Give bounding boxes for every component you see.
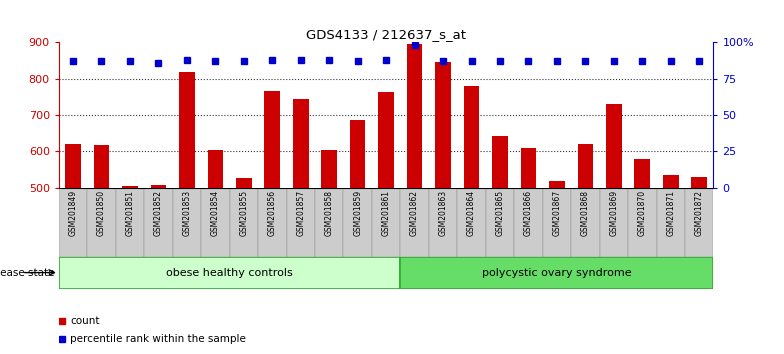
Text: GSM201870: GSM201870	[637, 190, 647, 236]
Text: GSM201872: GSM201872	[695, 190, 704, 236]
Bar	[429, 188, 457, 257]
Bar	[59, 257, 401, 289]
Text: GSM201864: GSM201864	[467, 190, 476, 236]
Bar	[571, 188, 600, 257]
Title: GDS4133 / 212637_s_at: GDS4133 / 212637_s_at	[306, 28, 466, 41]
Bar	[179, 72, 194, 188]
Text: GSM201852: GSM201852	[154, 190, 163, 236]
Text: GSM201861: GSM201861	[382, 190, 390, 236]
Bar	[486, 188, 514, 257]
Text: GSM201850: GSM201850	[97, 190, 106, 236]
Bar	[691, 177, 707, 188]
Bar	[151, 185, 166, 188]
Bar	[379, 92, 394, 188]
Bar	[628, 188, 656, 257]
Text: obese healthy controls: obese healthy controls	[166, 268, 293, 278]
Bar	[463, 86, 479, 188]
Bar	[208, 150, 223, 188]
Bar	[65, 144, 81, 188]
Bar	[93, 145, 109, 188]
Bar	[286, 188, 315, 257]
Bar	[543, 188, 571, 257]
Bar	[656, 188, 685, 257]
Bar	[663, 175, 679, 188]
Bar	[230, 188, 258, 257]
Text: polycystic ovary syndrome: polycystic ovary syndrome	[482, 268, 632, 278]
Bar	[59, 188, 87, 257]
Bar	[293, 99, 309, 188]
Bar	[343, 188, 372, 257]
Bar	[321, 149, 337, 188]
Text: GSM201849: GSM201849	[68, 190, 78, 236]
Bar	[236, 178, 252, 188]
Bar	[521, 148, 536, 188]
Text: GSM201853: GSM201853	[183, 190, 191, 236]
Bar	[407, 44, 423, 188]
Text: GSM201862: GSM201862	[410, 190, 419, 236]
Text: GSM201858: GSM201858	[325, 190, 334, 236]
Text: GSM201871: GSM201871	[666, 190, 675, 236]
Text: GSM201868: GSM201868	[581, 190, 590, 236]
Text: GSM201867: GSM201867	[553, 190, 561, 236]
Bar	[264, 91, 280, 188]
Text: GSM201865: GSM201865	[495, 190, 504, 236]
Text: count: count	[71, 316, 100, 326]
Bar	[87, 188, 116, 257]
Bar	[435, 62, 451, 188]
Bar	[116, 188, 144, 257]
Bar	[492, 136, 508, 188]
Text: GSM201854: GSM201854	[211, 190, 220, 236]
Text: GSM201856: GSM201856	[268, 190, 277, 236]
Bar	[457, 188, 486, 257]
Text: GSM201855: GSM201855	[239, 190, 249, 236]
Bar	[685, 188, 713, 257]
Text: disease state: disease state	[0, 268, 55, 278]
Bar	[350, 120, 365, 188]
Text: GSM201851: GSM201851	[125, 190, 135, 236]
Bar	[401, 188, 429, 257]
Bar	[144, 188, 172, 257]
Bar	[634, 159, 650, 188]
Bar	[372, 188, 401, 257]
Bar	[578, 144, 593, 188]
Bar	[315, 188, 343, 257]
Text: percentile rank within the sample: percentile rank within the sample	[71, 334, 246, 344]
Text: GSM201866: GSM201866	[524, 190, 533, 236]
Text: GSM201869: GSM201869	[609, 190, 619, 236]
Text: GSM201863: GSM201863	[438, 190, 448, 236]
Bar	[201, 188, 230, 257]
Text: GSM201859: GSM201859	[353, 190, 362, 236]
Text: GSM201857: GSM201857	[296, 190, 305, 236]
Bar	[172, 188, 201, 257]
Bar	[606, 104, 622, 188]
Bar	[514, 188, 543, 257]
Bar	[600, 188, 628, 257]
Bar	[258, 188, 286, 257]
Bar	[122, 186, 138, 188]
Bar	[549, 181, 564, 188]
Bar	[401, 257, 713, 289]
